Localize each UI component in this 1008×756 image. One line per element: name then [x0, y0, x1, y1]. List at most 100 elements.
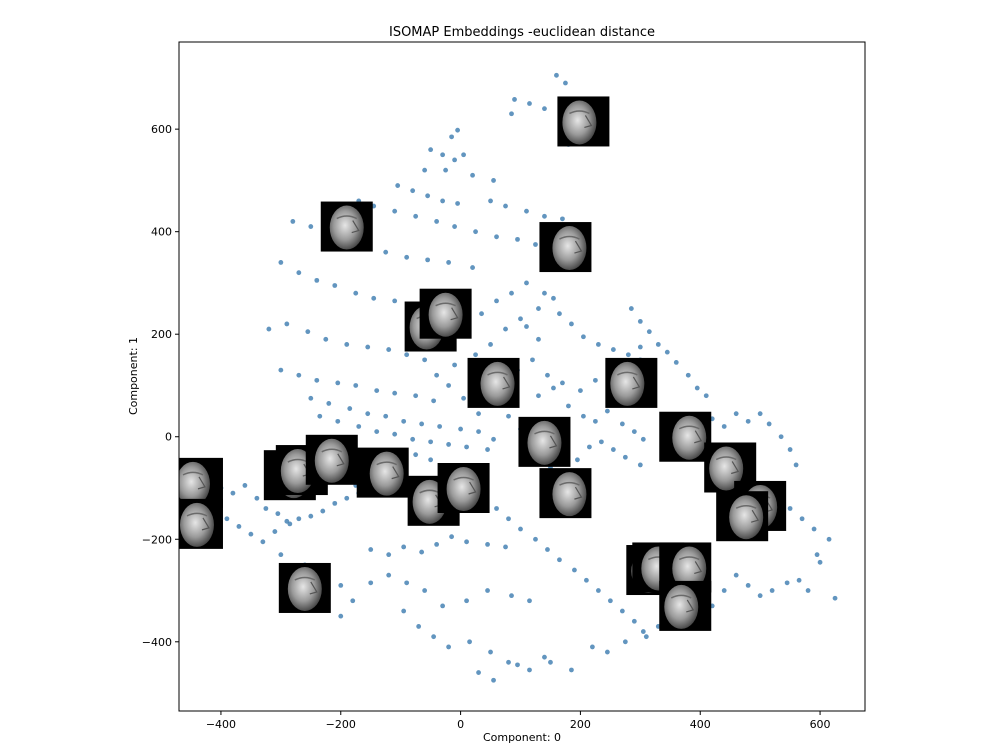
- scatter-point: [350, 598, 356, 604]
- scatter-point: [416, 624, 422, 629]
- scatter-point: [545, 547, 550, 552]
- scatter-point: [506, 659, 511, 665]
- scatter-point: [509, 593, 514, 599]
- scatter-point: [284, 321, 290, 327]
- scatter-point: [422, 357, 428, 363]
- scatter-point: [527, 598, 532, 604]
- scatter-point: [410, 188, 416, 194]
- scatter-point: [464, 598, 469, 604]
- x-tick-label: −400: [206, 718, 236, 731]
- scatter-point: [452, 157, 457, 163]
- scatter-point: [745, 583, 751, 588]
- scatter-point: [455, 127, 460, 133]
- scatter-point: [814, 552, 820, 558]
- scatter-point: [266, 326, 272, 332]
- scatter-point: [296, 516, 302, 522]
- scatter-point: [569, 667, 574, 673]
- scatter-point: [236, 524, 242, 529]
- scatter-point: [458, 426, 463, 432]
- scatter-point: [320, 508, 326, 514]
- face-thumbnail: [437, 463, 490, 513]
- scatter-point: [637, 462, 643, 468]
- scatter-point: [787, 506, 793, 511]
- scatter-point: [224, 516, 230, 522]
- face-thumbnail: [659, 411, 712, 462]
- scatter-point: [524, 208, 529, 214]
- scatter-point: [703, 393, 709, 399]
- scatter-point: [655, 342, 661, 347]
- scatter-point: [757, 593, 763, 599]
- scatter-point: [619, 421, 625, 427]
- scatter-point: [317, 413, 323, 419]
- scatter-point: [503, 544, 508, 550]
- scatter-point: [784, 580, 790, 586]
- scatter-point: [344, 342, 350, 347]
- plot-frame: [178, 41, 866, 712]
- scatter-point: [619, 608, 625, 614]
- scatter-point: [793, 462, 799, 468]
- y-tick-label: 600: [151, 123, 172, 136]
- face-thumbnail: [278, 562, 331, 613]
- scatter-point: [230, 490, 236, 496]
- scatter-point: [592, 418, 598, 424]
- scatter-point: [592, 377, 598, 383]
- scatter-point: [673, 360, 679, 365]
- scatter-point: [365, 411, 371, 417]
- scatter-point: [410, 436, 416, 442]
- scatter-point: [551, 295, 556, 301]
- face-thumbnail: [419, 288, 472, 339]
- y-tick-label: −400: [142, 636, 172, 649]
- scatter-point: [242, 483, 248, 488]
- scatter-point: [589, 644, 595, 650]
- scatter-point: [488, 649, 493, 655]
- scatter-point: [335, 380, 341, 386]
- scatter-point: [554, 72, 559, 78]
- scatter-point: [392, 298, 398, 304]
- scatter-point: [404, 352, 410, 358]
- scatter-point: [446, 442, 452, 447]
- scatter-point: [392, 208, 398, 214]
- scatter-point: [509, 290, 514, 296]
- scatter-point: [557, 557, 562, 563]
- scatter-point: [506, 413, 511, 419]
- scatter-point: [530, 357, 535, 363]
- scatter-point: [637, 344, 643, 350]
- scatter-point: [595, 588, 601, 593]
- face-thumbnail: [539, 222, 592, 273]
- scatter-point: [557, 311, 562, 317]
- scatter-point: [446, 644, 452, 650]
- scatter-point: [374, 429, 380, 435]
- scatter-point: [353, 290, 359, 296]
- scatter-point: [643, 634, 649, 640]
- scatter-point: [473, 229, 478, 235]
- scatter-point: [395, 183, 401, 188]
- scatter-point: [413, 213, 419, 219]
- scatter-point: [446, 260, 452, 265]
- scatter-point: [335, 418, 341, 424]
- scatter-point: [473, 352, 478, 358]
- scatter-point: [353, 383, 359, 388]
- scatter-point: [610, 447, 616, 452]
- chart-title: ISOMAP Embeddings -euclidean distance: [389, 25, 655, 40]
- scatter-point: [347, 406, 353, 411]
- scatter-point: [404, 580, 410, 586]
- scatter-point: [832, 595, 838, 601]
- scatter-point: [560, 380, 565, 386]
- scatter-point: [515, 236, 520, 242]
- scatter-point: [572, 567, 577, 573]
- face-thumbnail: [659, 580, 712, 631]
- scatter-point: [494, 234, 499, 240]
- y-tick-label: 400: [151, 226, 172, 239]
- scatter-point: [296, 372, 302, 378]
- scatter-point: [344, 495, 350, 501]
- scatter-point: [607, 598, 613, 604]
- scatter-point: [440, 152, 446, 158]
- scatter-point: [308, 395, 314, 401]
- scatter-point: [631, 429, 637, 435]
- scatter-point: [422, 588, 428, 593]
- scatter-point: [575, 457, 580, 463]
- scatter-point: [757, 411, 763, 417]
- scatter-point: [518, 526, 523, 532]
- scatter-point: [419, 421, 425, 427]
